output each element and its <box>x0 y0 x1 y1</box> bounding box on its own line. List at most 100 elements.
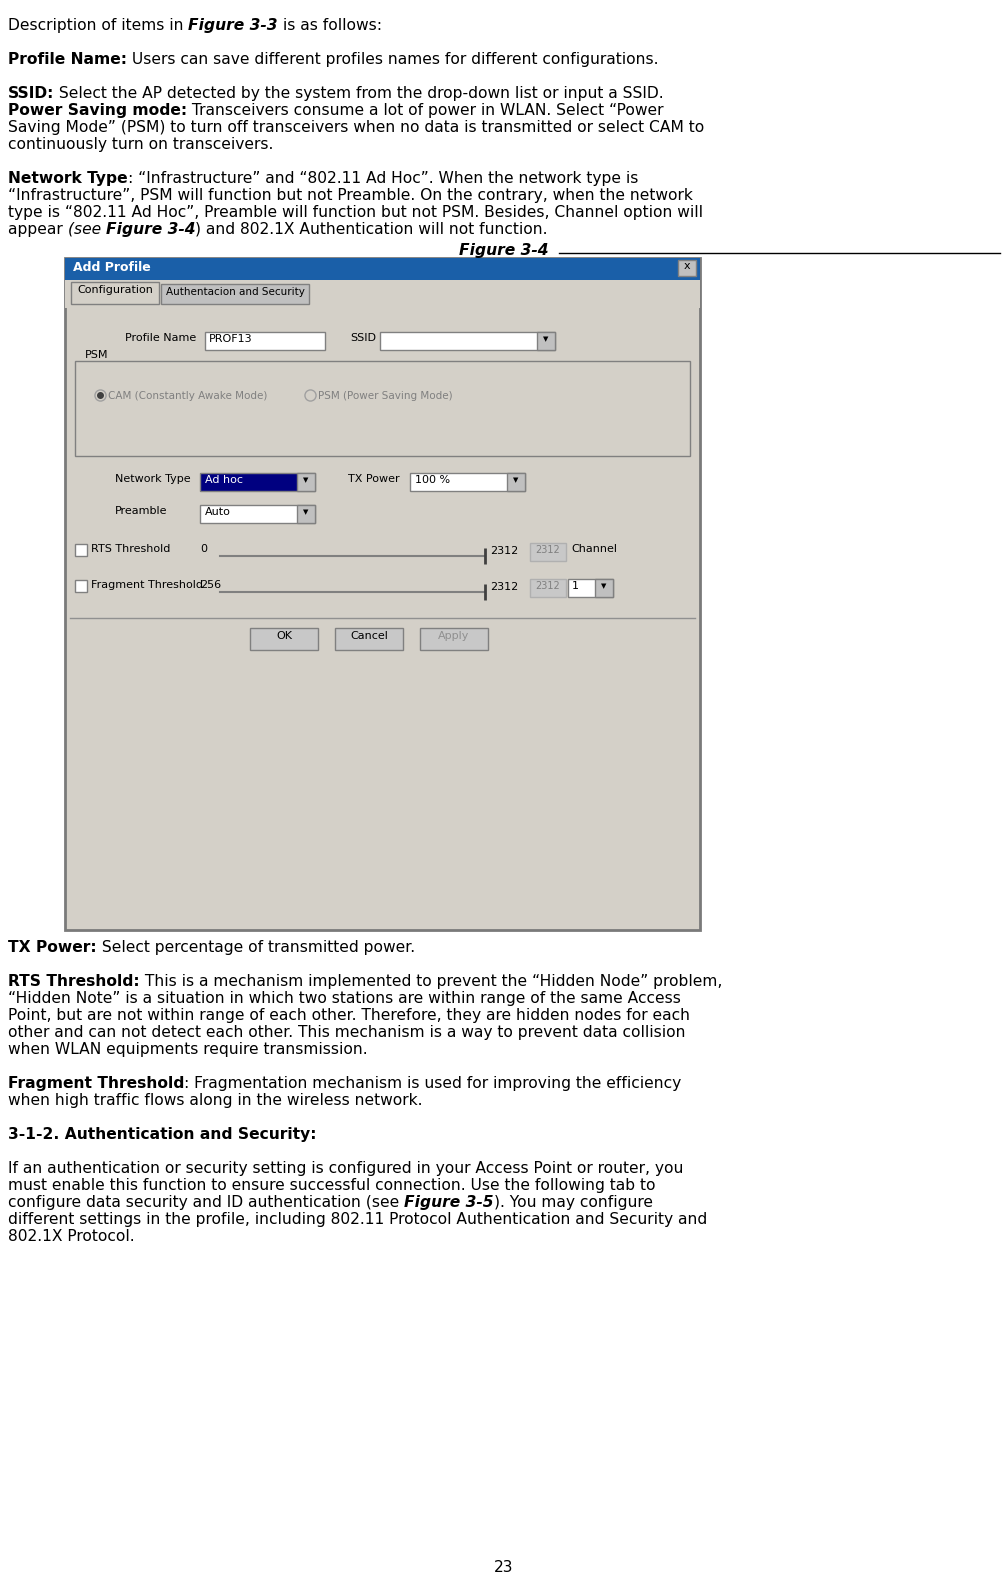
Text: If an authentication or security setting is configured in your Access Point or r: If an authentication or security setting… <box>8 1161 683 1176</box>
Text: Select percentage of transmitted power.: Select percentage of transmitted power. <box>97 940 414 955</box>
Text: 2312: 2312 <box>535 581 560 591</box>
Text: RTS Threshold: RTS Threshold <box>91 545 170 554</box>
Text: PSM: PSM <box>85 351 109 360</box>
Text: Auto: Auto <box>205 507 231 516</box>
Bar <box>410 474 525 491</box>
Text: appear: appear <box>8 223 68 237</box>
Text: PSM (Power Saving Mode): PSM (Power Saving Mode) <box>318 392 453 401</box>
Text: Select the AP detected by the system from the drop-down list or input a SSID.: Select the AP detected by the system fro… <box>54 85 664 101</box>
Text: is as follows:: is as follows: <box>278 17 382 33</box>
Text: Figure 3-3: Figure 3-3 <box>188 17 278 33</box>
Text: OK: OK <box>276 632 292 641</box>
Text: Configuration: Configuration <box>77 284 153 295</box>
Bar <box>75 362 690 456</box>
Text: SSID:: SSID: <box>8 85 54 101</box>
Text: Figure 3-4: Figure 3-4 <box>106 223 196 237</box>
Text: Profile Name: Profile Name <box>125 333 197 343</box>
Bar <box>200 505 314 523</box>
Text: Network Type: Network Type <box>8 171 128 186</box>
Text: configure data security and ID authentication (see: configure data security and ID authentic… <box>8 1195 404 1210</box>
Text: Saving Mode” (PSM) to turn off transceivers when no data is transmitted or selec: Saving Mode” (PSM) to turn off transceiv… <box>8 120 705 134</box>
Bar <box>678 261 696 276</box>
Bar <box>595 579 613 597</box>
Bar <box>75 579 87 592</box>
Text: 802.1X Protocol.: 802.1X Protocol. <box>8 1228 135 1244</box>
Text: : “Infrastructure” and “802.11 Ad Hoc”. When the network type is: : “Infrastructure” and “802.11 Ad Hoc”. … <box>128 171 638 186</box>
Bar <box>380 332 555 351</box>
Bar <box>67 308 698 928</box>
Text: Fragment Threshold: Fragment Threshold <box>91 579 203 591</box>
Text: RTS Threshold:: RTS Threshold: <box>8 974 140 988</box>
Text: Cancel: Cancel <box>350 632 388 641</box>
Text: Profile Name:: Profile Name: <box>8 52 127 66</box>
Text: TX Power:: TX Power: <box>8 940 97 955</box>
Bar <box>75 545 87 556</box>
Bar <box>537 332 555 351</box>
Text: when WLAN equipments require transmission.: when WLAN equipments require transmissio… <box>8 1042 368 1056</box>
Bar <box>250 628 318 651</box>
Text: CAM (Constantly Awake Mode): CAM (Constantly Awake Mode) <box>108 392 267 401</box>
Text: ▼: ▼ <box>303 477 308 483</box>
Bar <box>65 257 700 930</box>
Text: Network Type: Network Type <box>115 474 191 485</box>
Text: 0: 0 <box>200 545 207 554</box>
Bar <box>297 474 314 491</box>
Text: Power Saving mode:: Power Saving mode: <box>8 103 187 118</box>
Text: ). You may configure: ). You may configure <box>494 1195 652 1210</box>
Bar <box>65 257 700 279</box>
Text: ▼: ▼ <box>543 336 548 343</box>
Bar <box>71 283 159 305</box>
Text: 23: 23 <box>494 1560 514 1574</box>
Text: 2312: 2312 <box>490 583 518 592</box>
Text: ) and 802.1X Authentication will not function.: ) and 802.1X Authentication will not fun… <box>196 223 547 237</box>
Bar <box>530 579 566 597</box>
Text: Figure 3-5: Figure 3-5 <box>404 1195 494 1210</box>
Text: PROF13: PROF13 <box>209 335 253 344</box>
Bar <box>205 332 325 351</box>
Text: Preamble: Preamble <box>115 505 167 516</box>
Text: Authentacion and Security: Authentacion and Security <box>165 287 304 297</box>
Text: ▼: ▼ <box>513 477 519 483</box>
Text: ▼: ▼ <box>303 508 308 515</box>
Text: TX Power: TX Power <box>348 474 399 485</box>
Text: : Fragmentation mechanism is used for improving the efficiency: : Fragmentation mechanism is used for im… <box>184 1075 681 1091</box>
Text: when high traffic flows along in the wireless network.: when high traffic flows along in the wir… <box>8 1093 422 1108</box>
Text: continuously turn on transceivers.: continuously turn on transceivers. <box>8 137 273 152</box>
Text: (see: (see <box>68 223 106 237</box>
Text: Description of items in: Description of items in <box>8 17 188 33</box>
Text: Point, but are not within range of each other. Therefore, they are hidden nodes : Point, but are not within range of each … <box>8 1007 690 1023</box>
Text: Ad hoc: Ad hoc <box>205 475 243 485</box>
Text: other and can not detect each other. This mechanism is a way to prevent data col: other and can not detect each other. Thi… <box>8 1025 685 1041</box>
Bar <box>335 628 403 651</box>
Bar <box>420 628 488 651</box>
Bar <box>530 543 566 561</box>
Bar <box>200 474 314 491</box>
Text: Channel: Channel <box>571 545 617 554</box>
Bar <box>507 474 525 491</box>
Bar <box>568 579 613 597</box>
Text: must enable this function to ensure successful connection. Use the following tab: must enable this function to ensure succ… <box>8 1178 655 1194</box>
Text: x: x <box>683 261 690 272</box>
Bar <box>297 505 314 523</box>
Text: Fragment Threshold: Fragment Threshold <box>8 1075 184 1091</box>
Text: SSID: SSID <box>350 333 376 343</box>
Text: different settings in the profile, including 802.11 Protocol Authentication and : different settings in the profile, inclu… <box>8 1213 708 1227</box>
Text: “Hidden Note” is a situation in which two stations are within range of the same : “Hidden Note” is a situation in which tw… <box>8 992 680 1006</box>
Text: Users can save different profiles names for different configurations.: Users can save different profiles names … <box>127 52 658 66</box>
Text: “Infrastructure”, PSM will function but not Preamble. On the contrary, when the : “Infrastructure”, PSM will function but … <box>8 188 692 204</box>
Text: ▼: ▼ <box>602 583 607 589</box>
Text: 2312: 2312 <box>490 546 518 556</box>
Text: 256: 256 <box>200 579 221 591</box>
Text: 100 %: 100 % <box>415 475 451 485</box>
Text: Figure 3-4: Figure 3-4 <box>460 243 548 257</box>
Text: 3-1-2. Authentication and Security:: 3-1-2. Authentication and Security: <box>8 1127 317 1142</box>
Text: 2312: 2312 <box>535 545 560 554</box>
Text: Apply: Apply <box>438 632 470 641</box>
Text: Transceivers consume a lot of power in WLAN. Select “Power: Transceivers consume a lot of power in W… <box>187 103 663 118</box>
Bar <box>161 284 309 305</box>
Text: 1: 1 <box>572 581 579 591</box>
Text: Add Profile: Add Profile <box>73 261 151 275</box>
Bar <box>65 279 700 308</box>
Text: This is a mechanism implemented to prevent the “Hidden Node” problem,: This is a mechanism implemented to preve… <box>140 974 722 988</box>
Text: type is “802.11 Ad Hoc”, Preamble will function but not PSM. Besides, Channel op: type is “802.11 Ad Hoc”, Preamble will f… <box>8 205 703 219</box>
